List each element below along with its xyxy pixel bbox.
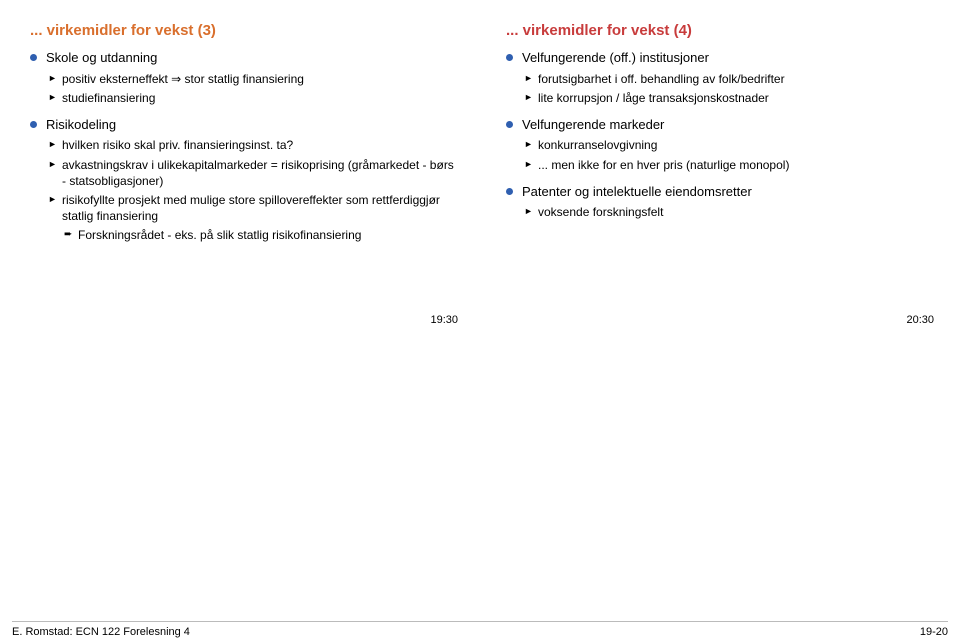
bullet-l3: Forskningsrådet - eks. på slik statlig r…: [30, 227, 454, 243]
bullet-l2: ... men ikke for en hver pris (naturlige…: [506, 157, 930, 173]
page: ... virkemidler for vekst (3) Skole og u…: [0, 0, 960, 644]
slide-right-title: ... virkemidler for vekst (4): [506, 22, 930, 39]
bullet-l2: lite korrupsjon / låge transaksjonskostn…: [506, 90, 930, 106]
footer-right: 19-20: [920, 626, 948, 638]
slide-right: ... virkemidler for vekst (4) Velfungere…: [488, 12, 948, 332]
right-group-2: Patenter og intelektuelle eiendomsretter…: [506, 183, 930, 221]
bullet-l1: Velfungerende markeder: [506, 116, 930, 134]
bullet-l2: voksende forskningsfelt: [506, 204, 930, 220]
slides-row: ... virkemidler for vekst (3) Skole og u…: [0, 0, 960, 332]
bullet-l2: avkastningskrav i ulikekapitalmarkeder =…: [30, 157, 454, 189]
right-group-1: Velfungerende markeder konkurranselovgiv…: [506, 116, 930, 173]
bullet-l1: Risikodeling: [30, 116, 454, 134]
right-group-0: Velfungerende (off.) institusjoner forut…: [506, 49, 930, 106]
footer: E. Romstad: ECN 122 Forelesning 4 19-20: [12, 621, 948, 638]
slide-left-pagetime: 19:30: [430, 314, 458, 326]
slide-left-title: ... virkemidler for vekst (3): [30, 22, 454, 39]
slide-left-inner: ... virkemidler for vekst (3) Skole og u…: [12, 12, 472, 264]
slide-right-pagetime: 20:30: [906, 314, 934, 326]
slide-left-wrap: ... virkemidler for vekst (3) Skole og u…: [12, 12, 472, 332]
bullet-l1: Skole og utdanning: [30, 49, 454, 67]
left-group-0: Skole og utdanning positiv eksterneffekt…: [30, 49, 454, 106]
bullet-l2: positiv eksterneffekt ⇒ stor statlig fin…: [30, 71, 454, 87]
bullet-l2: konkurranselovgivning: [506, 137, 930, 153]
bullet-l2: risikofyllte prosjekt med mulige store s…: [30, 192, 454, 224]
bullet-l1: Patenter og intelektuelle eiendomsretter: [506, 183, 930, 201]
bullet-l2: hvilken risiko skal priv. finansieringsi…: [30, 137, 454, 153]
bullet-l2: studiefinansiering: [30, 90, 454, 106]
footer-left: E. Romstad: ECN 122 Forelesning 4: [12, 626, 190, 638]
bullet-l1: Velfungerende (off.) institusjoner: [506, 49, 930, 67]
left-group-1: Risikodeling hvilken risiko skal priv. f…: [30, 116, 454, 244]
slide-right-wrap: ... virkemidler for vekst (4) Velfungere…: [488, 12, 948, 332]
bullet-l2: forutsigbarhet i off. behandling av folk…: [506, 71, 930, 87]
slide-right-inner: ... virkemidler for vekst (4) Velfungere…: [488, 12, 948, 241]
slide-left: ... virkemidler for vekst (3) Skole og u…: [12, 12, 472, 332]
